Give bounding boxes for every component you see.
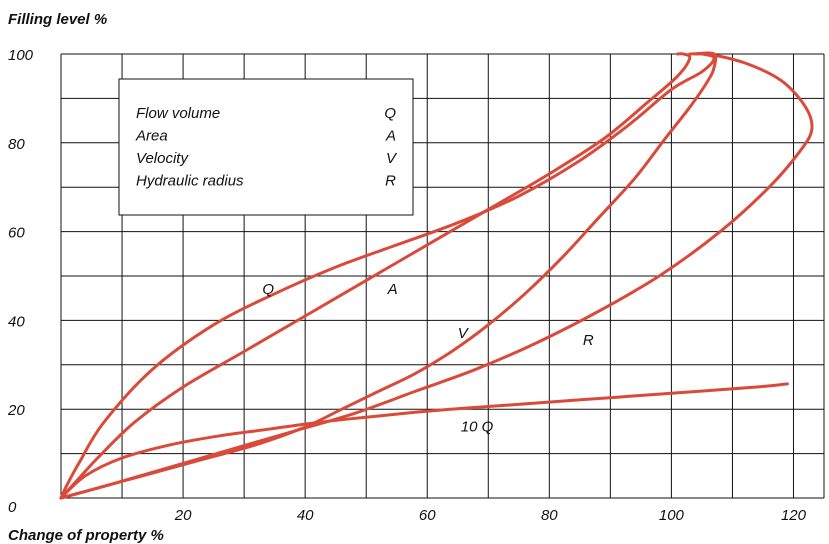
legend-entry-symbol: R (385, 173, 396, 190)
x-tick-label: 100 (659, 507, 685, 524)
legend-entry-symbol: V (386, 150, 398, 167)
curve-r (59, 51, 814, 500)
x-tick-label: 120 (781, 507, 807, 524)
legend-entry-symbol: Q (384, 105, 396, 122)
tick-labels: 0 20 40 60 80 100 120 20 40 60 80 100 (7, 47, 807, 524)
curve-10-q (59, 382, 789, 500)
y-axis-title: Filling level % (8, 11, 107, 28)
curve-q (59, 52, 716, 500)
x-tick-label: 80 (541, 507, 558, 524)
y-tick-label: 100 (8, 47, 34, 64)
curve-label: 10 Q (461, 418, 494, 435)
y-tick-label: 20 (7, 402, 25, 419)
legend-entry-name: Flow volume (136, 105, 220, 122)
y-tick-label: 60 (8, 225, 25, 242)
legend-entry-symbol: A (385, 128, 396, 145)
curve-label: V (458, 325, 470, 342)
x-tick-label: 40 (297, 507, 314, 524)
curve-v (59, 51, 718, 500)
curve-label: A (387, 281, 398, 298)
x-tick-label: 0 (8, 499, 17, 516)
curve-labels: Q A V R 10 Q (262, 281, 593, 436)
curves (59, 51, 814, 500)
legend: Flow volume Q Area A Velocity V Hydraulic radi… (118, 78, 414, 216)
x-axis-title: Change of property % (8, 527, 164, 544)
curve-label: Q (262, 281, 274, 298)
curve-label: R (583, 332, 594, 349)
legend-box (118, 78, 414, 216)
y-tick-label: 40 (8, 313, 25, 330)
x-tick-label: 20 (174, 507, 192, 524)
x-tick-label: 60 (419, 507, 436, 524)
legend-entry-name: Hydraulic radius (136, 173, 244, 190)
legend-entry-name: Area (135, 128, 168, 145)
curve-a (59, 52, 692, 500)
legend-entry-name: Velocity (136, 150, 189, 167)
y-tick-label: 80 (8, 136, 25, 153)
